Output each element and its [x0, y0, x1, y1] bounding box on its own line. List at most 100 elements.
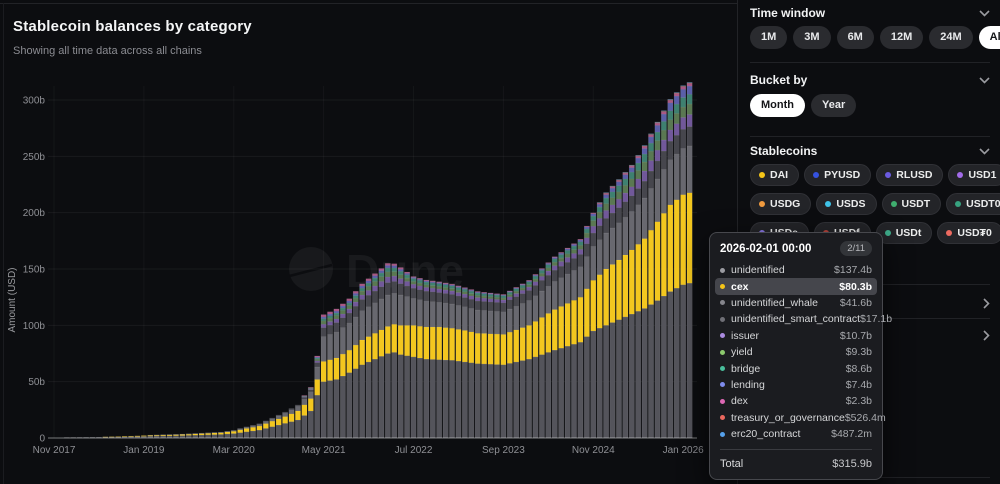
time-window-option-6m[interactable]: 6M: [836, 26, 874, 49]
coin-label: DAI: [770, 169, 789, 181]
coin-color-dot: [759, 172, 765, 178]
series-bridge[interactable]: [314, 94, 693, 360]
series-value: $10.7b: [839, 329, 872, 342]
stablecoin-filter-rlusd[interactable]: RLUSD: [876, 164, 944, 186]
series-label: dex: [731, 395, 748, 408]
time-window-section-header[interactable]: Time window: [750, 6, 990, 20]
chevron-down-icon[interactable]: [979, 9, 990, 17]
chevron-right-icon[interactable]: [983, 297, 990, 309]
chevron-down-icon[interactable]: [979, 76, 990, 84]
stablecoin-filter-dai[interactable]: DAI: [750, 164, 800, 186]
tooltip-total-value: $315.9b: [832, 458, 872, 471]
time-window-option-3m[interactable]: 3M: [793, 26, 831, 49]
bucket-by-label: Bucket by: [750, 73, 808, 87]
series-unidentified_whale[interactable]: [147, 145, 693, 436]
series-value: $7.4b: [845, 378, 872, 391]
collapsed-section-row[interactable]: [750, 320, 990, 350]
coin-label: USD1: [968, 169, 997, 181]
series-label: issuer: [731, 329, 760, 342]
chevron-right-icon[interactable]: [983, 329, 990, 341]
stablecoin-filter-usd1[interactable]: USD1: [948, 164, 1000, 186]
time-window-option-all[interactable]: All: [978, 26, 1000, 49]
coin-color-dot: [957, 172, 964, 178]
coin-color-dot: [885, 172, 892, 178]
series-color-dot: [720, 431, 725, 437]
series-color-dot: [720, 366, 725, 372]
coin-color-dot: [955, 201, 962, 207]
tooltip-row-unidentified_whale: unidentified_whale $41.6b: [720, 295, 872, 311]
tooltip-page-badge: 2/11: [840, 241, 872, 256]
svg-text:Nov 2017: Nov 2017: [33, 445, 76, 456]
tooltip-row-unidentified: unidentified $137.4b: [720, 262, 872, 278]
tooltip-date: 2026-02-01 00:00: [720, 242, 812, 255]
svg-text:300b: 300b: [23, 96, 46, 107]
stablecoin-filter-usd₮0[interactable]: USD₮0: [937, 222, 1000, 244]
coin-label: USDt: [895, 227, 922, 239]
stablecoins-section-header[interactable]: Stablecoins: [750, 144, 990, 158]
section-divider: [750, 62, 990, 63]
stacked-bar-chart[interactable]: 0 50b 100b 150b 200b 250b 300b Nov 2017 Jan 2019…: [0, 0, 737, 484]
stablecoin-filter-usdt0[interactable]: USDT0: [946, 193, 1000, 215]
series-erc20_contract[interactable]: [596, 82, 693, 203]
series-color-dot: [720, 300, 725, 306]
svg-text:Nov 2024: Nov 2024: [572, 445, 615, 456]
svg-text:100b: 100b: [23, 321, 46, 332]
coin-color-dot: [946, 230, 953, 236]
chart-tooltip: 2026-02-01 00:00 2/11 unidentified $137.4…: [709, 232, 892, 481]
section-divider: [750, 136, 990, 137]
svg-text:Mar 2020: Mar 2020: [213, 445, 256, 456]
series-lending[interactable]: [301, 85, 693, 397]
time-window-option-12m[interactable]: 12M: [879, 26, 924, 49]
stablecoin-filter-usdg[interactable]: USDG: [750, 193, 812, 215]
tooltip-row-lending: lending $7.4b: [720, 377, 872, 393]
series-color-dot: [720, 415, 725, 421]
tooltip-row-issuer: issuer $10.7b: [720, 328, 872, 344]
svg-text:Jan 2026: Jan 2026: [663, 445, 705, 456]
svg-text:150b: 150b: [23, 265, 46, 276]
series-treasury_or_governance[interactable]: [596, 82, 693, 204]
stablecoin-filter-pyusd[interactable]: PYUSD: [804, 164, 872, 186]
series-dex[interactable]: [301, 83, 693, 397]
series-label: unidentified: [731, 264, 785, 277]
bucket-by-option-month[interactable]: Month: [750, 94, 805, 117]
svg-text:250b: 250b: [23, 152, 46, 163]
series-yield[interactable]: [301, 103, 693, 398]
tooltip-total-label: Total: [720, 458, 744, 471]
tooltip-row-bridge: bridge $8.6b: [720, 360, 872, 376]
coin-label: USDS: [836, 198, 866, 210]
coin-label: RLUSD: [896, 169, 933, 181]
tooltip-row-dex: dex $2.3b: [720, 393, 872, 409]
x-axis-ticks: Nov 2017 Jan 2019 Mar 2020 May 2021 Jul 2022…: [33, 445, 705, 456]
chevron-down-icon[interactable]: [979, 147, 990, 155]
bucket-by-options: Month Year: [750, 94, 992, 117]
series-value: $9.3b: [845, 346, 872, 359]
series-value: $487.2m: [831, 428, 872, 441]
collapsed-section-row[interactable]: [750, 288, 990, 318]
time-window-label: Time window: [750, 6, 826, 20]
series-unidentified_smart_contract[interactable]: [237, 126, 693, 430]
dune-logo-icon: [288, 246, 334, 297]
series-value: $2.3b: [845, 395, 872, 408]
chart-panel: Stablecoin balances by category Showing …: [0, 0, 737, 484]
series-value: $80.3b: [839, 280, 872, 293]
series-unidentified[interactable]: [63, 282, 693, 439]
filter-sidebar: Time window 1M3M6M12M24MAll Bucket by Mo…: [738, 0, 1000, 484]
bars[interactable]: [63, 82, 693, 439]
time-window-option-24m[interactable]: 24M: [929, 26, 973, 49]
stablecoin-filter-usds[interactable]: USDS: [816, 193, 877, 215]
coin-label: USDG: [770, 198, 801, 210]
series-issuer[interactable]: [301, 114, 693, 398]
series-cex[interactable]: [102, 192, 693, 438]
time-window-option-1m[interactable]: 1M: [750, 26, 788, 49]
series-color-dot: [720, 333, 725, 339]
bucket-by-option-year[interactable]: Year: [810, 94, 857, 117]
stablecoin-filter-usdt[interactable]: USDt: [875, 222, 933, 244]
coin-color-dot: [813, 172, 820, 178]
page-title: Stablecoin balances by category: [13, 18, 252, 35]
coin-label: PYUSD: [824, 169, 861, 181]
svg-text:200b: 200b: [23, 208, 46, 219]
bucket-by-section-header[interactable]: Bucket by: [750, 73, 990, 87]
tooltip-total-row: Total $315.9b: [720, 449, 872, 470]
svg-text:Sep 2023: Sep 2023: [482, 445, 525, 456]
stablecoin-filter-usdt[interactable]: USDT: [881, 193, 942, 215]
